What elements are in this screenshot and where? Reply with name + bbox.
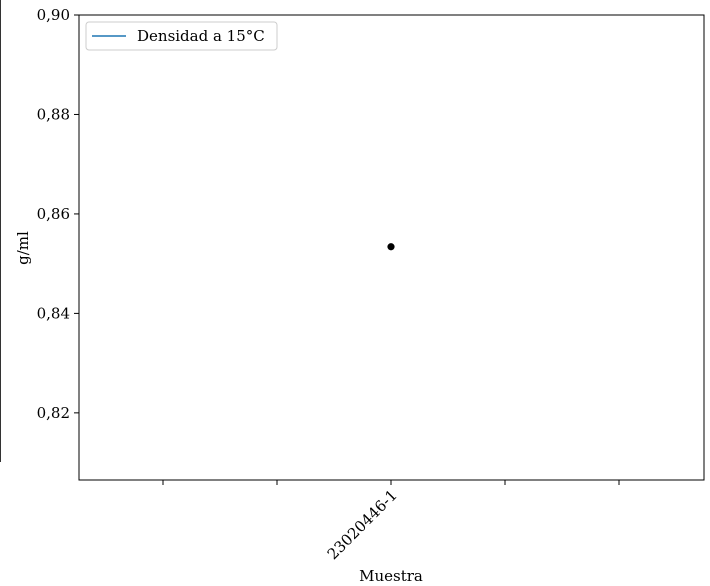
x-axis-label: Muestra (359, 567, 423, 585)
data-points (387, 243, 395, 251)
data-point (387, 243, 395, 251)
left-edge-rule (0, 0, 1, 462)
y-axis: 0,82 0,84 0,86 0,88 0,90 (37, 6, 79, 422)
y-tick-label: 0,90 (37, 6, 70, 24)
legend-box (85, 21, 278, 51)
y-tick-label: 0,86 (37, 205, 70, 223)
legend: Densidad a 15°C (85, 21, 278, 51)
x-axis: 23020446-1 (162, 480, 620, 563)
y-tick-label: 0,88 (37, 105, 70, 123)
legend-label: Densidad a 15°C (137, 27, 265, 45)
y-tick-label: 0,82 (37, 404, 70, 422)
y-axis-label: g/ml (14, 231, 32, 265)
y-tick-label: 0,84 (37, 304, 70, 322)
x-tick-label: 23020446-1 (324, 486, 401, 563)
